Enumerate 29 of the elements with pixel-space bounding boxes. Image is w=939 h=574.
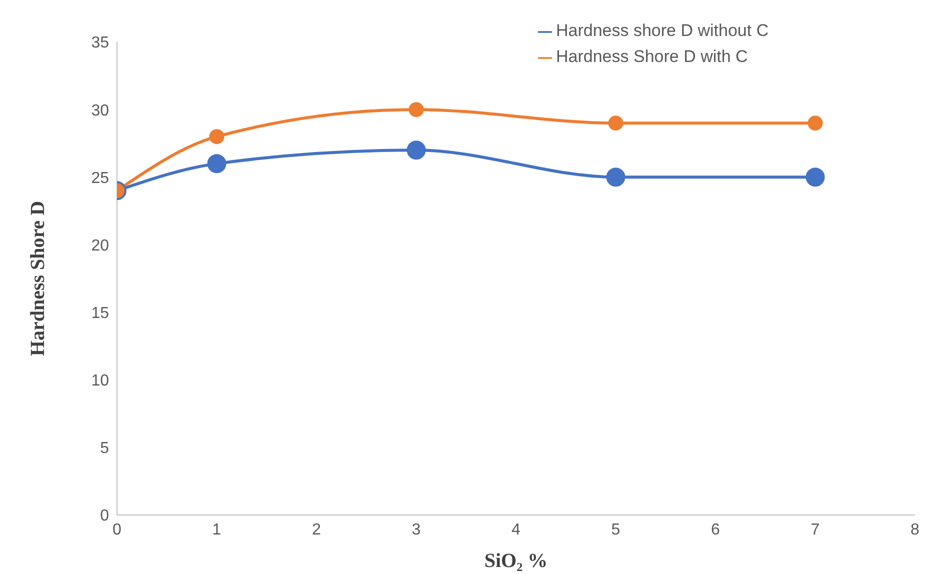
y-tick-label: 10 xyxy=(91,372,110,390)
x-tick-label: 6 xyxy=(711,521,720,538)
y-tick-label: 15 xyxy=(91,304,110,322)
x-tick-label: 1 xyxy=(212,521,222,538)
y-tick-label: 35 xyxy=(91,34,110,52)
point xyxy=(406,140,426,160)
point xyxy=(806,168,825,187)
y-tick-label: 20 xyxy=(91,237,110,254)
point xyxy=(207,154,226,174)
y-tick-label: 30 xyxy=(91,102,110,120)
x-tick-label: 8 xyxy=(910,521,920,538)
x-tick-label: 7 xyxy=(810,521,820,538)
legend-label: Hardness Shore D with C xyxy=(556,47,748,66)
point xyxy=(408,102,424,118)
x-tick-label: 0 xyxy=(112,521,122,538)
x-tick-label: 4 xyxy=(512,521,521,538)
y-tick-label: 5 xyxy=(100,440,110,458)
y-axis-title: Hardness Shore D xyxy=(27,200,50,356)
point xyxy=(608,116,624,131)
point xyxy=(808,116,823,131)
x-tick-label: 3 xyxy=(412,521,421,538)
legend-label: Hardness shore D without C xyxy=(556,21,769,40)
point xyxy=(606,168,626,187)
point xyxy=(209,129,224,144)
y-tick-label: 25 xyxy=(91,170,110,187)
x-tick-label: 2 xyxy=(312,521,322,538)
x-axis-title: SiO₂ % xyxy=(484,550,548,572)
y-tick-label: 0 xyxy=(100,508,110,525)
x-tick-label: 5 xyxy=(611,521,620,538)
